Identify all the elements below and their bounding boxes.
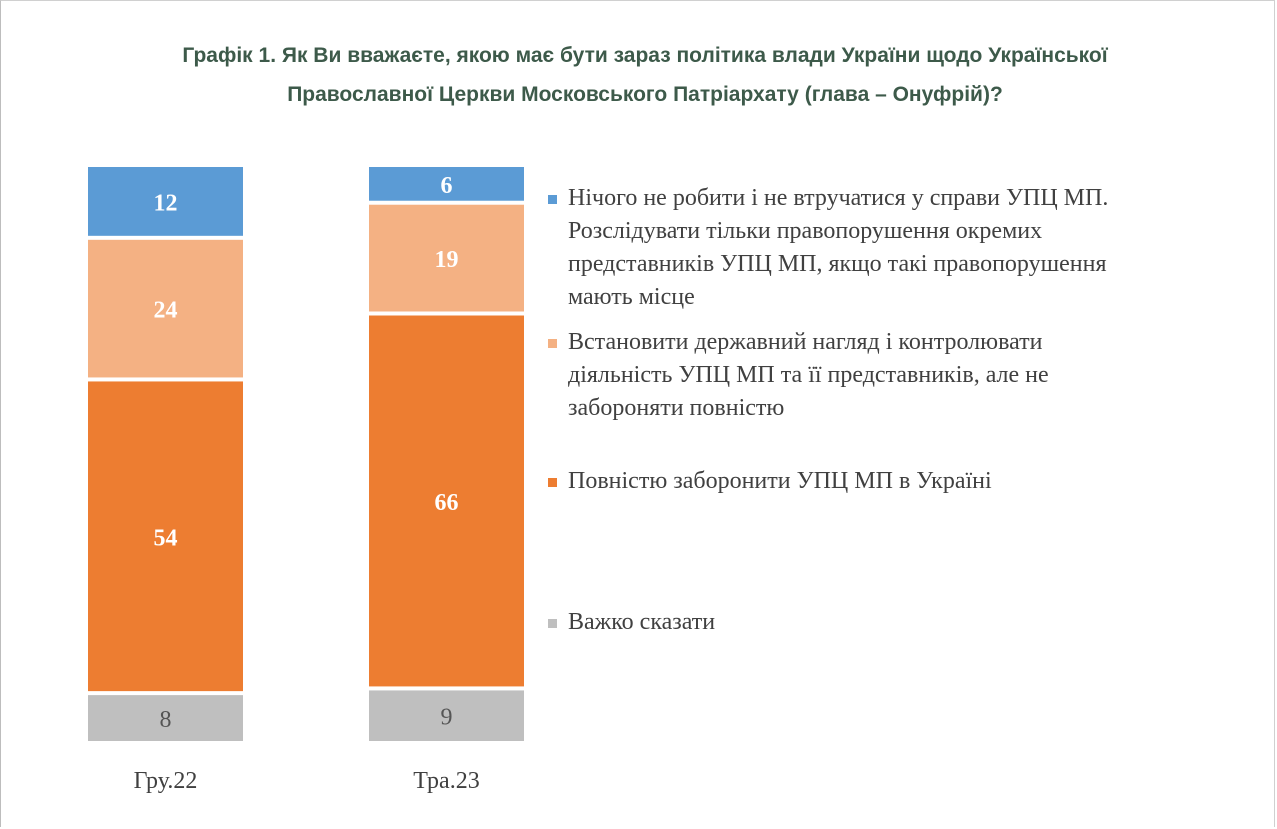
data-label-supervise-1: 24 [154, 298, 178, 324]
data-label-do-nothing-2: 6 [441, 173, 453, 199]
bar-segment-hard-to-say-1 [88, 695, 243, 741]
legend-line: Нічого не робити і не втручатися у справ… [568, 185, 1109, 211]
legend-text-supervise: Встановити державний нагляд і контролюва… [568, 326, 1208, 425]
category-label-2: Тра.23 [413, 768, 479, 794]
legend-line: Повністю заборонити УПЦ МП в Україні [568, 468, 992, 494]
bar-segment-supervise-2 [369, 204, 524, 312]
legend-line: мають місце [568, 284, 695, 310]
legend-line: Важко сказати [568, 609, 716, 635]
legend-line: представників УПЦ МП, якщо такі правопор… [568, 251, 1107, 277]
legend-marker-do-nothing [548, 195, 557, 204]
bar-segment-do-nothing-1 [88, 167, 243, 236]
bar-segment-supervise-1 [88, 239, 243, 378]
chart-title: Графік 1. Як Ви вважаєте, якою має бути … [20, 36, 1270, 114]
bar-segment-hard-to-say-2 [369, 690, 524, 741]
legend-marker-supervise [548, 339, 557, 348]
bar-segment-do-nothing-2 [369, 167, 524, 201]
legend-line: Розслідувати тільки правопорушення окрем… [568, 218, 1043, 244]
legend-marker-hard-to-say [548, 619, 557, 628]
data-label-ban-1: 54 [154, 525, 178, 551]
data-label-do-nothing-1: 12 [154, 190, 178, 216]
bar-segment-ban-1 [88, 381, 243, 692]
bar-segment-ban-2 [369, 315, 524, 687]
data-label-supervise-2: 19 [435, 247, 459, 273]
legend-marker-ban [548, 478, 557, 487]
legend-line: діяльність УПЦ МП та її представників, а… [568, 362, 1049, 388]
chart-title-line-1: Графік 1. Як Ви вважаєте, якою має бути … [182, 44, 1108, 67]
data-label-ban-2: 66 [435, 490, 459, 516]
legend-text-do-nothing: Нічого не робити і не втручатися у справ… [568, 182, 1208, 314]
chart-title-line-2: Православної Церкви Московського Патріар… [287, 83, 1003, 106]
legend-text-ban: Повністю заборонити УПЦ МП в Україні [568, 465, 1208, 498]
data-label-hard-to-say-1: 8 [160, 707, 172, 733]
legend-line: Встановити державний нагляд і контролюва… [568, 329, 1043, 355]
legend-text-hard-to-say: Важко сказати [568, 606, 1208, 639]
category-label-1: Гру.22 [134, 768, 198, 794]
legend-line: забороняти повністю [568, 395, 785, 421]
data-label-hard-to-say-2: 9 [441, 705, 453, 731]
